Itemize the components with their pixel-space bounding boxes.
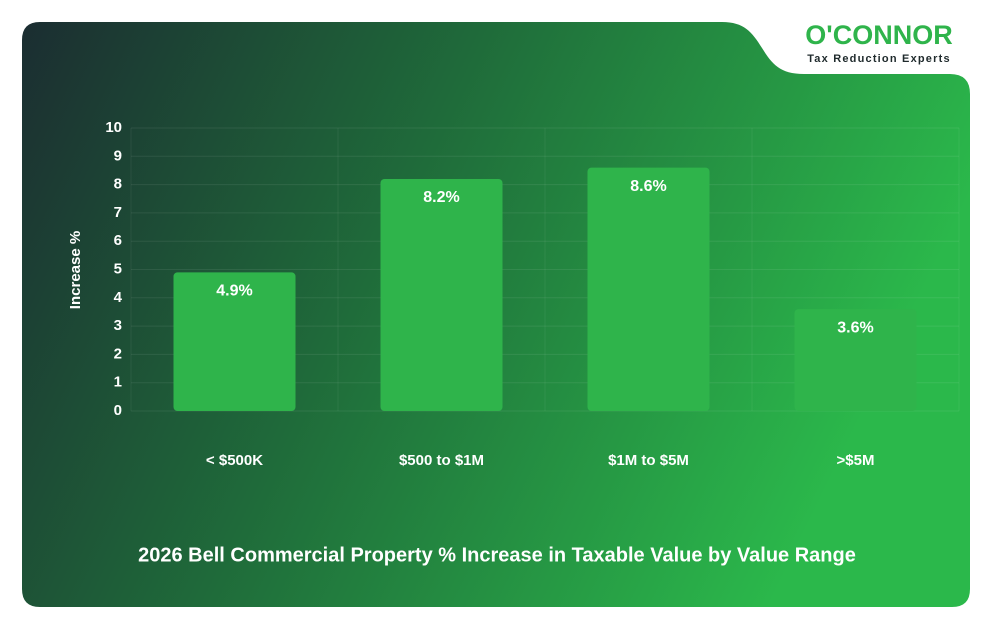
bar	[587, 167, 710, 411]
logo-tagline: Tax Reduction Experts	[807, 53, 951, 65]
chart-title: 2026 Bell Commercial Property % Increase…	[138, 544, 856, 566]
value-label: 8.2%	[423, 189, 459, 206]
y-tick-label: 9	[114, 147, 122, 164]
value-label: 3.6%	[837, 319, 873, 336]
y-tick-label: 8	[114, 176, 122, 193]
value-label: 4.9%	[216, 283, 252, 300]
x-tick-label: < $500K	[206, 452, 263, 469]
y-tick-label: 4	[114, 289, 123, 306]
bar	[173, 272, 296, 411]
x-tick-label: $500 to $1M	[399, 452, 484, 469]
y-tick-label: 10	[105, 119, 122, 136]
bar	[794, 309, 917, 411]
y-tick-label: 3	[114, 317, 122, 334]
y-tick-label: 6	[114, 232, 122, 249]
logo-name: O'CONNOR	[805, 20, 952, 50]
bar	[380, 178, 503, 411]
y-tick-label: 7	[114, 204, 122, 221]
x-tick-label: $1M to $5M	[608, 452, 689, 469]
x-tick-label: >$5M	[837, 452, 875, 469]
value-label: 8.6%	[630, 178, 666, 195]
y-tick-label: 1	[114, 374, 122, 391]
y-axis-label: Increase %	[67, 231, 84, 309]
y-tick-label: 5	[114, 260, 122, 277]
y-tick-label: 2	[114, 345, 122, 362]
y-tick-label: 0	[114, 402, 122, 419]
